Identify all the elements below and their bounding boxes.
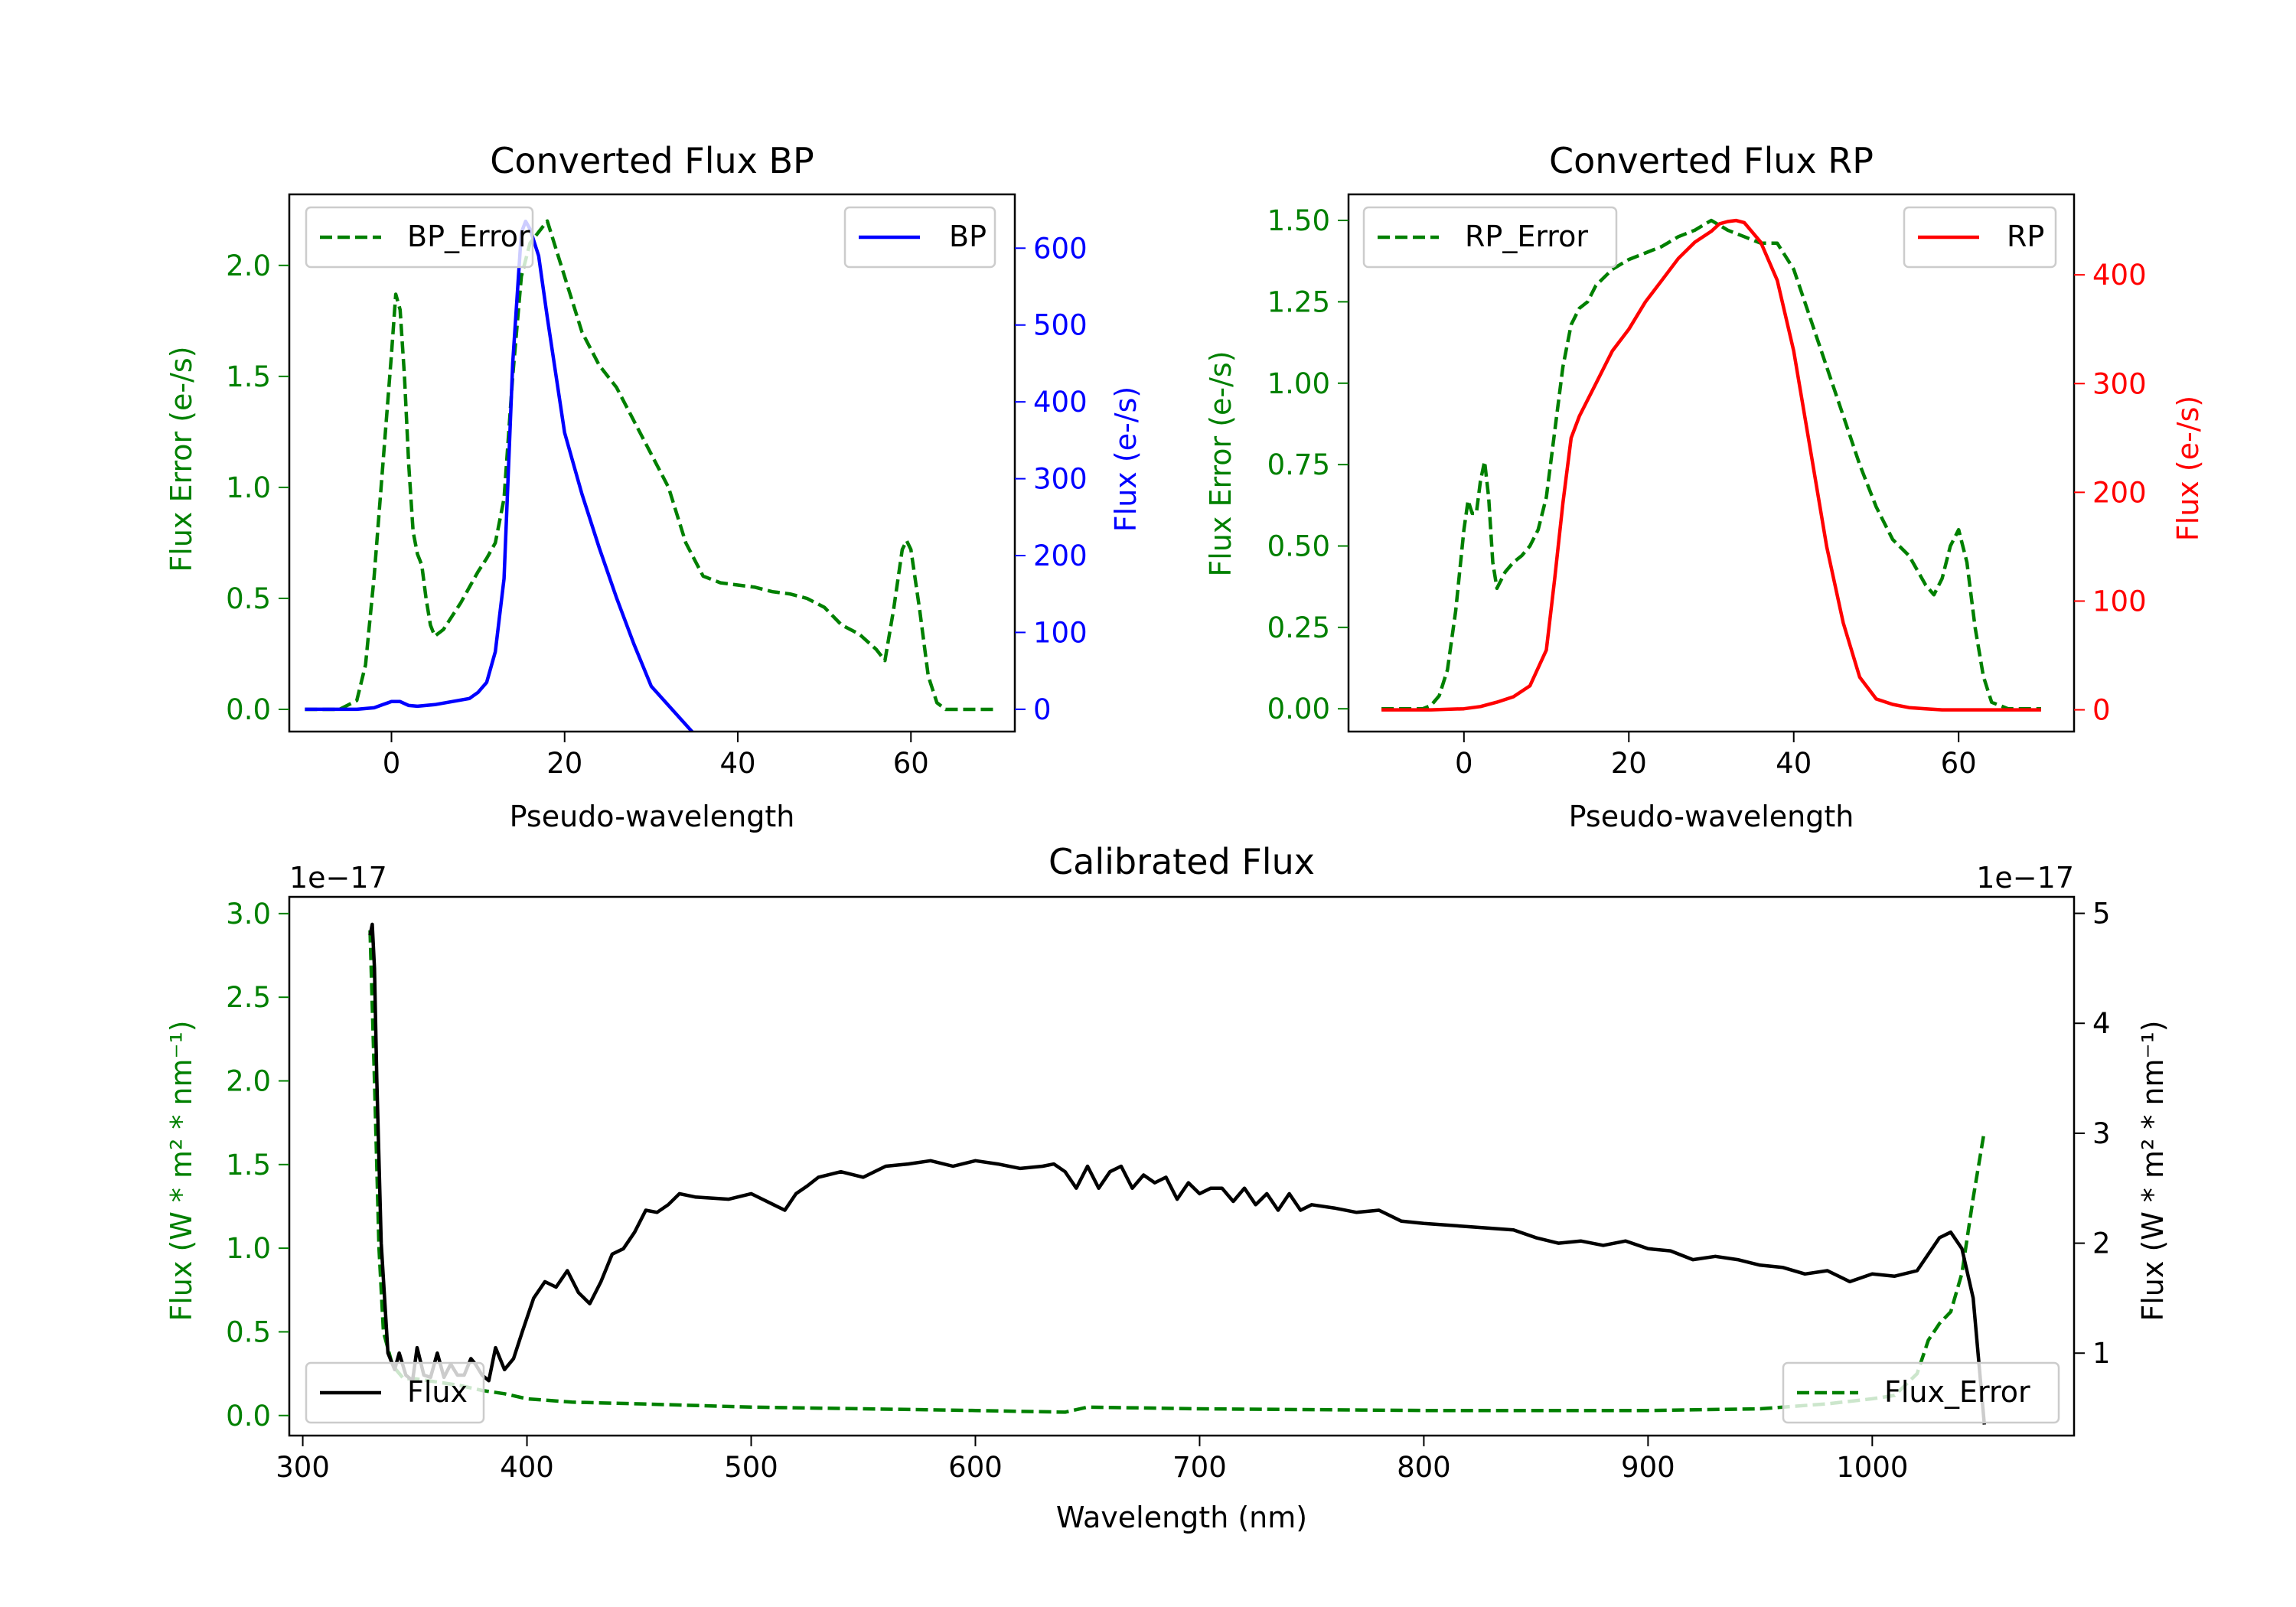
rp-ytick-left-label: 0.00 (1267, 693, 1330, 725)
bp-ytick-right-label: 100 (1033, 616, 1088, 649)
rp-ytick-left-label: 0.25 (1267, 611, 1330, 644)
cal-ylabel-left: Flux (W * m² * nm⁻¹) (165, 1020, 198, 1321)
cal-legend-right-frame (1782, 1361, 2060, 1424)
cal-ytick-left-label: 3.0 (226, 898, 271, 931)
cal-xtick-label: 800 (1397, 1451, 1451, 1484)
cal-ytick-left-label: 2.0 (226, 1064, 271, 1097)
rp-ytick-left-label: 0.50 (1267, 530, 1330, 562)
cal-legend-left: Flux (305, 1361, 485, 1424)
panel-calibrated: Calibrated Flux 1e−17 1e−17 300 400 500 600… (165, 841, 2170, 1534)
cal-axes-frame (288, 895, 2076, 1437)
cal-offset-left: 1e−17 (289, 861, 387, 895)
rp-title: Converted Flux RP (1549, 140, 1874, 181)
cal-xtick-label: 300 (276, 1451, 330, 1484)
rp-legend-right: RP (1903, 206, 2057, 269)
cal-title: Calibrated Flux (1049, 841, 1315, 882)
bp-legend-left: BP_Error (305, 206, 534, 269)
cal-ytick-left-label: 0.5 (226, 1315, 271, 1348)
rp-ylabel-left: Flux Error (e-/s) (1204, 350, 1238, 576)
rp-xtick-label: 60 (1941, 747, 1977, 780)
bp-legend-left-frame (305, 206, 534, 269)
bp-axes-frame (288, 193, 1016, 733)
rp-ytick-right-label: 200 (2092, 476, 2147, 509)
cal-offset-right: 1e−17 (1976, 861, 2074, 895)
cal-xtick-label: 600 (948, 1451, 1003, 1484)
cal-ytick-left-label: 0.0 (226, 1400, 271, 1433)
panel-rp: Converted Flux RP 0 20 40 60 0.00 0.25 0.50 0.7… (1204, 140, 2205, 833)
cal-ytick-right-label: 1 (2092, 1337, 2111, 1370)
cal-legend-right: Flux_Error (1782, 1361, 2060, 1424)
cal-legend-left-label: Flux (407, 1375, 468, 1409)
rp-ytick-left-label: 1.00 (1267, 367, 1330, 400)
bp-legend-right-label: BP (949, 220, 987, 253)
bp-legend-right: BP (843, 206, 996, 269)
rp-ytick-right-label: 300 (2092, 367, 2147, 400)
rp-ylabel-right: Flux (e-/s) (2171, 396, 2205, 541)
bp-ylabel-right: Flux (e-/s) (1109, 386, 1143, 532)
rp-legend-right-frame (1903, 206, 2057, 269)
bp-series-bp-error (305, 219, 998, 712)
rp-legend-right-label: RP (2007, 220, 2044, 253)
cal-ylabel-right: Flux (W * m² * nm⁻¹) (2136, 1020, 2170, 1321)
bp-title: Converted Flux BP (490, 140, 814, 181)
cal-ytick-right-label: 5 (2092, 898, 2111, 931)
rp-series-rp-error (1381, 218, 2041, 711)
bp-xlabel: Pseudo-wavelength (510, 800, 795, 833)
bp-ytick-right-label: 0 (1033, 693, 1052, 726)
bp-xtick-label: 60 (893, 747, 929, 780)
cal-ytick-left-label: 1.0 (226, 1232, 271, 1265)
rp-ytick-left-label: 1.50 (1267, 204, 1330, 237)
bp-ytick-left-label: 1.0 (226, 471, 271, 504)
rp-ytick-right-label: 400 (2092, 259, 2147, 292)
cal-ytick-right-label: 3 (2092, 1117, 2111, 1150)
bp-ytick-right-label: 400 (1033, 386, 1088, 419)
rp-ytick-right-label: 0 (2092, 694, 2111, 727)
bp-ytick-right-label: 500 (1033, 309, 1088, 342)
rp-xtick-label: 20 (1611, 747, 1647, 780)
rp-ytick-left-label: 0.75 (1267, 448, 1330, 481)
bp-ylabel-left: Flux Error (e-/s) (165, 346, 198, 572)
panel-bp: Converted Flux BP 0 20 40 60 0.0 0.5 1.0 1.5 2.0… (165, 140, 1143, 833)
rp-series-rp (1381, 218, 2041, 712)
rp-xlabel: Pseudo-wavelength (1569, 800, 1854, 833)
rp-xtick-label: 0 (1455, 747, 1473, 780)
rp-ytick-right-label: 100 (2092, 585, 2147, 618)
bp-xtick-label: 20 (546, 747, 582, 780)
cal-xtick-label: 400 (500, 1451, 554, 1484)
bp-ytick-right-label: 600 (1033, 232, 1088, 265)
rp-axes-frame (1347, 193, 2076, 733)
rp-legend-left-frame (1362, 206, 1618, 269)
rp-ytick-left-label: 1.25 (1267, 285, 1330, 318)
cal-ytick-right-label: 4 (2092, 1007, 2111, 1040)
bp-ytick-left-label: 1.5 (226, 360, 271, 393)
cal-legend-right-label: Flux_Error (1884, 1375, 2030, 1409)
rp-legend-left: RP_Error (1362, 206, 1618, 269)
bp-xtick-label: 40 (719, 747, 755, 780)
bp-legend-left-label: BP_Error (407, 220, 530, 253)
cal-ytick-left-label: 2.5 (226, 981, 271, 1014)
bp-ytick-right-label: 200 (1033, 539, 1088, 572)
rp-series-group (1381, 218, 2041, 712)
rp-xtick-label: 40 (1776, 747, 1812, 780)
bp-ytick-left-label: 0.5 (226, 582, 271, 615)
cal-xtick-label: 500 (724, 1451, 778, 1484)
cal-legend-left-frame (305, 1361, 485, 1424)
cal-xlabel: Wavelength (nm) (1056, 1501, 1307, 1534)
cal-ytick-right-label: 2 (2092, 1227, 2111, 1260)
cal-ytick-left-label: 1.5 (226, 1149, 271, 1182)
cal-xtick-label: 900 (1621, 1451, 1675, 1484)
bp-xtick-label: 0 (383, 747, 401, 780)
cal-xtick-label: 700 (1172, 1451, 1227, 1484)
rp-legend-left-label: RP_Error (1465, 220, 1588, 253)
bp-ytick-left-label: 0.0 (226, 693, 271, 726)
bp-ytick-left-label: 2.0 (226, 249, 271, 282)
bp-ytick-right-label: 300 (1033, 463, 1088, 496)
cal-xtick-label: 1000 (1836, 1451, 1908, 1484)
